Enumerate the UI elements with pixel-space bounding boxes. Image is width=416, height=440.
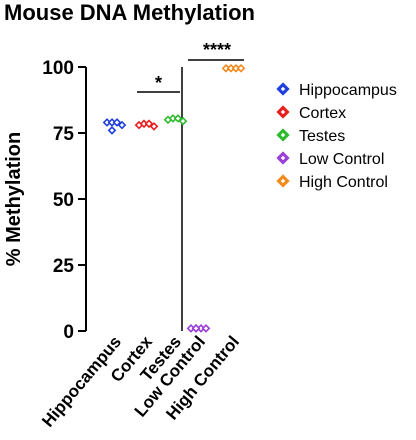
y-tick-label: 75 [53, 124, 75, 145]
significance-annotations: ***** [137, 40, 244, 93]
y-tick-label: 50 [53, 190, 74, 211]
legend-marker-center [280, 109, 286, 115]
y-axis-title: % Methylation [3, 132, 25, 266]
legend: Hippocampus Cortex Testes Low Control High C… [276, 82, 397, 191]
chart-title: Mouse DNA Methylation [4, 0, 255, 25]
legend-item: Hippocampus [276, 82, 397, 99]
y-tick-label: 25 [53, 256, 75, 277]
axes: 0 25 50 75 100 % Methylation [3, 58, 183, 343]
significance-label: **** [203, 40, 231, 60]
data-point [201, 324, 211, 333]
legend-marker-center [280, 155, 286, 161]
legend-marker-center [280, 86, 286, 92]
data-points [102, 63, 246, 333]
legend-item: Testes [276, 128, 345, 145]
data-point [236, 63, 246, 73]
data-point [191, 324, 201, 333]
data-point [173, 114, 183, 123]
data-point [112, 118, 122, 127]
legend-label: Testes [299, 128, 345, 145]
legend-marker-center [280, 178, 286, 184]
legend-item: Cortex [276, 105, 346, 122]
significance-label: * [155, 73, 162, 93]
legend-item: Low Control [276, 151, 384, 168]
legend-label: Hippocampus [299, 82, 397, 99]
legend-label: Low Control [299, 151, 384, 168]
legend-item: High Control [276, 174, 388, 191]
y-tick-label: 100 [42, 58, 74, 79]
legend-marker-center [280, 132, 286, 138]
data-point [107, 126, 117, 135]
legend-label: Cortex [299, 105, 346, 122]
y-tick-label: 0 [63, 322, 74, 343]
x-tick-label: Hippocampus [38, 332, 125, 430]
data-point [117, 120, 127, 130]
data-point [178, 116, 188, 126]
data-point [144, 119, 154, 129]
data-point [149, 122, 159, 131]
legend-label: High Control [299, 174, 388, 191]
